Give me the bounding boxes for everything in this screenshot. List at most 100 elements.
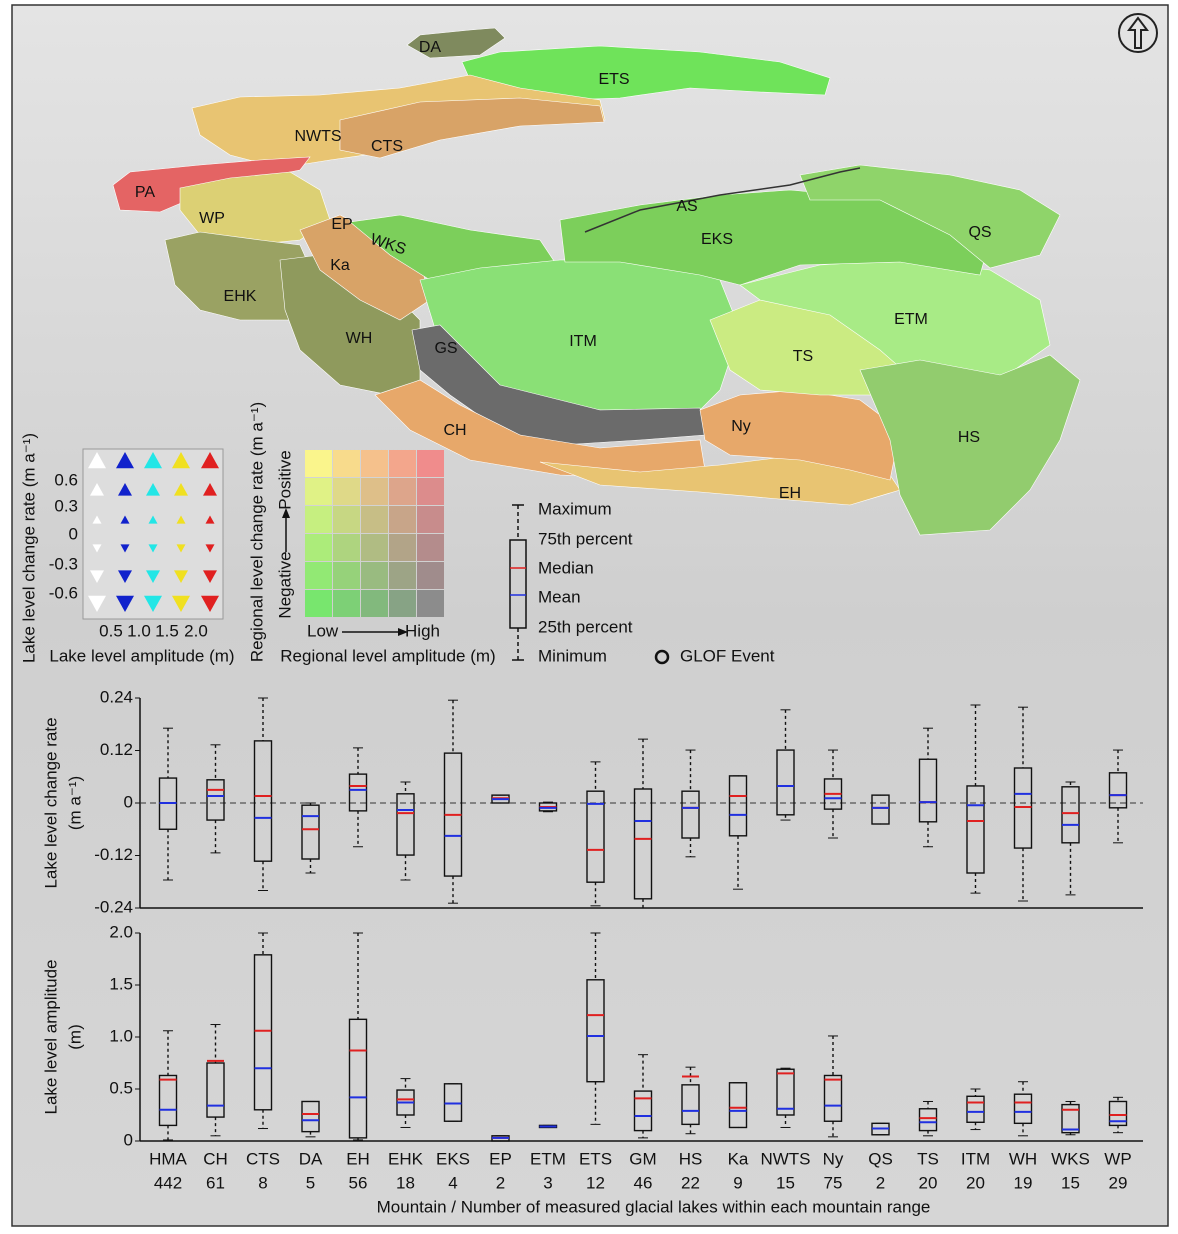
x-tick-label: DA bbox=[299, 1149, 323, 1168]
legend-tick-label: 1.0 bbox=[127, 621, 151, 640]
north-arrow-head bbox=[1127, 16, 1149, 49]
x-tick-label: ETS bbox=[579, 1149, 612, 1168]
legend-swatch bbox=[305, 590, 332, 617]
count-label: 56 bbox=[349, 1173, 368, 1192]
legend-direction: Positive bbox=[275, 450, 294, 510]
region-label: ETS bbox=[598, 71, 629, 88]
region-label: HS bbox=[958, 429, 980, 446]
box bbox=[728, 775, 748, 837]
y-tick-label: -0.12 bbox=[94, 845, 133, 864]
box bbox=[301, 804, 320, 860]
x-tick-label: NWTS bbox=[760, 1149, 810, 1168]
box bbox=[918, 758, 938, 823]
x-tick-label: WP bbox=[1104, 1149, 1131, 1168]
legend-triangle bbox=[172, 452, 190, 469]
y-tick-label: 0.5 bbox=[109, 1078, 133, 1097]
legend-triangle bbox=[203, 570, 217, 583]
legend-triangle bbox=[90, 483, 104, 496]
legend-triangle bbox=[92, 515, 102, 524]
x-tick-label: GM bbox=[629, 1149, 656, 1168]
map bbox=[112, 27, 1081, 536]
boundary-line bbox=[584, 167, 861, 233]
legend-triangle bbox=[120, 515, 130, 524]
legend-tick-label: -0.3 bbox=[49, 554, 78, 573]
box-legend-label: Maximum bbox=[538, 499, 612, 518]
legend-swatch bbox=[417, 590, 444, 617]
legend-swatch bbox=[333, 562, 360, 589]
count-label: 29 bbox=[1109, 1173, 1128, 1192]
region-label: GS bbox=[434, 340, 457, 357]
region-shape bbox=[374, 379, 706, 479]
x-tick-label: HS bbox=[679, 1149, 703, 1168]
box bbox=[633, 788, 653, 900]
region-label: NWTS bbox=[294, 128, 341, 145]
y-axis-label: Lake level amplitude bbox=[41, 960, 60, 1115]
legend-triangle bbox=[176, 515, 186, 524]
region-label: WH bbox=[346, 330, 373, 347]
count-label: 8 bbox=[258, 1173, 267, 1192]
region-label: DA bbox=[419, 39, 442, 56]
legend-tick-label: 0 bbox=[69, 524, 78, 543]
x-tick-label: EKS bbox=[436, 1149, 470, 1168]
legend-swatch bbox=[305, 506, 332, 533]
region-label: ITM bbox=[569, 333, 597, 350]
box bbox=[253, 954, 273, 1111]
region-label: QS bbox=[968, 224, 991, 241]
legend-triangle bbox=[176, 544, 186, 553]
box bbox=[348, 1018, 368, 1139]
y-tick-label: -0.24 bbox=[94, 897, 133, 916]
legend-swatch bbox=[333, 478, 360, 505]
x-tick-label: ITM bbox=[961, 1149, 990, 1168]
box bbox=[681, 790, 700, 839]
legend-axis-label: Regional level amplitude (m) bbox=[280, 646, 495, 665]
y-axis-label: (m a⁻¹) bbox=[65, 776, 84, 830]
legend-triangle bbox=[144, 595, 162, 612]
legend-swatch bbox=[305, 450, 332, 477]
region-label: ETM bbox=[894, 311, 928, 328]
y-tick-label: 2.0 bbox=[109, 922, 133, 941]
count-label: 18 bbox=[396, 1173, 415, 1192]
legend-triangle bbox=[116, 452, 134, 469]
legend-swatch bbox=[417, 478, 444, 505]
legend-panel bbox=[82, 448, 224, 620]
legend-triangle bbox=[146, 483, 160, 496]
y-tick-label: 0 bbox=[124, 1130, 133, 1149]
count-label: 22 bbox=[681, 1173, 700, 1192]
region-shape bbox=[339, 97, 605, 159]
legend-triangle bbox=[148, 544, 158, 553]
box bbox=[633, 1090, 653, 1132]
x-tick-label: CH bbox=[203, 1149, 228, 1168]
box bbox=[681, 1084, 700, 1126]
legend-swatch bbox=[361, 450, 388, 477]
count-label: 3 bbox=[543, 1173, 552, 1192]
box-legend-label: 25th percent bbox=[538, 617, 633, 636]
region-shape bbox=[406, 27, 506, 59]
count-label: 4 bbox=[448, 1173, 457, 1192]
legend-triangle bbox=[205, 544, 215, 553]
box bbox=[966, 1095, 985, 1123]
y-axis-label: Lake level change rate bbox=[41, 717, 60, 888]
legend-direction: High bbox=[405, 621, 440, 640]
count-label: 15 bbox=[776, 1173, 795, 1192]
box bbox=[206, 1062, 225, 1118]
legend-swatch bbox=[361, 534, 388, 561]
legend-triangle bbox=[205, 515, 215, 524]
legend-swatch bbox=[417, 506, 444, 533]
region-label: TS bbox=[793, 348, 813, 365]
region-shape bbox=[411, 324, 706, 446]
count-label: 46 bbox=[634, 1173, 653, 1192]
legend-direction: Low bbox=[307, 621, 339, 640]
box bbox=[776, 749, 795, 816]
x-tick-label: EH bbox=[346, 1149, 370, 1168]
legend-triangle bbox=[201, 452, 219, 469]
glof-label: GLOF Event bbox=[680, 646, 775, 665]
count-label: 20 bbox=[919, 1173, 938, 1192]
box bbox=[1061, 786, 1080, 844]
legend-swatch bbox=[389, 534, 416, 561]
box-legend-label: Mean bbox=[538, 587, 581, 606]
legend-triangle bbox=[201, 595, 219, 612]
x-tick-label: WH bbox=[1009, 1149, 1037, 1168]
y-axis-label: (m) bbox=[65, 1024, 84, 1049]
legend-swatch bbox=[361, 478, 388, 505]
count-label: 5 bbox=[306, 1173, 315, 1192]
